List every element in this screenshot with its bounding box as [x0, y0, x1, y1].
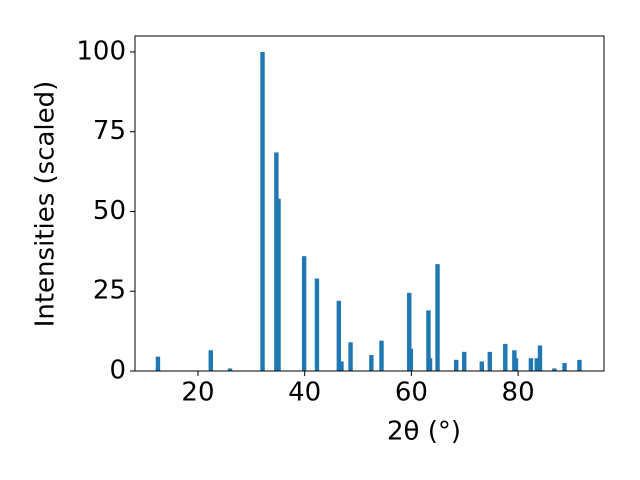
y-tick-label: 100 [76, 36, 126, 66]
bar [155, 356, 161, 371]
bar [534, 358, 539, 371]
y-tick-label: 25 [93, 276, 126, 306]
x-tick-label: 40 [288, 378, 321, 408]
bar [379, 340, 384, 371]
y-axis-label: Intensities (scaled) [31, 81, 61, 328]
bar [479, 361, 485, 371]
plot-area [155, 51, 582, 371]
bar [552, 368, 557, 371]
bar [407, 292, 412, 371]
bar [301, 256, 307, 371]
bar [339, 361, 344, 371]
bar [314, 278, 320, 371]
bar [503, 343, 508, 371]
x-tick-label: 20 [181, 378, 214, 408]
bar [513, 358, 519, 371]
bar [487, 351, 493, 371]
bar [562, 363, 567, 371]
bar [208, 350, 213, 371]
y-tick-label: 75 [93, 116, 126, 146]
x-tick-label: 60 [395, 378, 428, 408]
bar [260, 51, 265, 371]
bar [348, 342, 353, 371]
bar [537, 345, 543, 371]
x-axis-label: 2θ (°) [387, 417, 461, 447]
bar [426, 310, 431, 371]
bar [577, 359, 582, 371]
bar [454, 359, 459, 371]
bar [528, 358, 534, 371]
bar [276, 198, 281, 371]
x-tick-label: 80 [502, 378, 535, 408]
bar [427, 358, 433, 371]
axes-frame [134, 35, 605, 372]
bar [435, 264, 440, 371]
bar [227, 368, 233, 371]
y-tick-label: 50 [93, 196, 126, 226]
bar [369, 355, 374, 371]
bar [336, 300, 342, 371]
bar [408, 348, 414, 371]
y-tick-label: 0 [109, 356, 126, 386]
bar [462, 351, 467, 371]
